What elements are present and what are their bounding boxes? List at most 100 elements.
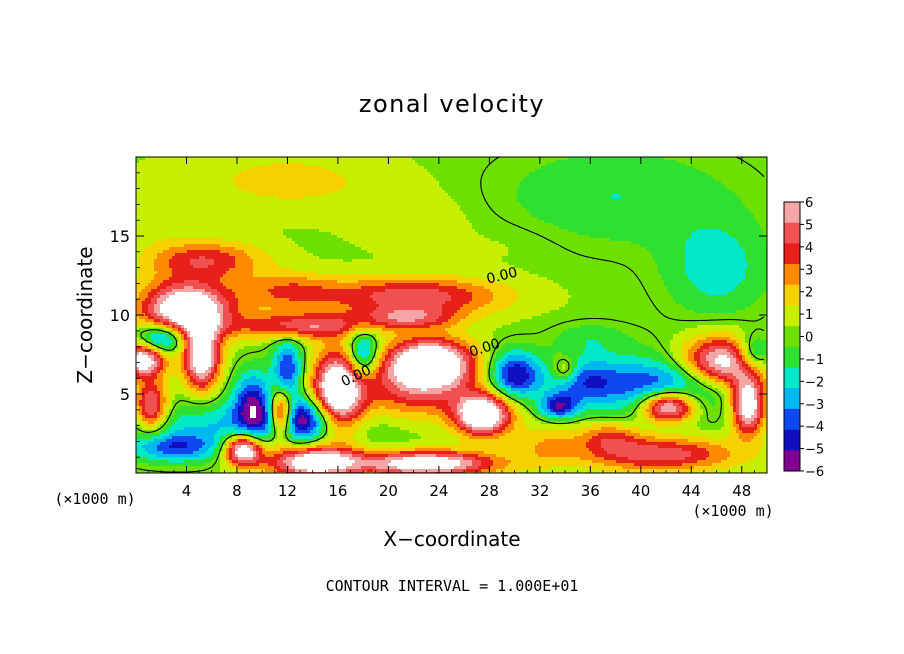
heatmap-cell — [598, 190, 601, 193]
heatmap-cell — [394, 202, 397, 205]
heatmap-cell — [217, 208, 220, 211]
heatmap-cell — [358, 181, 361, 184]
heatmap-cell — [541, 208, 544, 211]
heatmap-cell — [403, 181, 406, 184]
heatmap-cell — [718, 175, 721, 178]
heatmap-cell — [541, 202, 544, 205]
heatmap-cell — [538, 202, 541, 205]
heatmap-cell — [730, 205, 733, 208]
heatmap-cell — [691, 184, 694, 187]
heatmap-cell — [514, 172, 517, 175]
heatmap-cell — [280, 187, 283, 190]
heatmap-cell — [628, 175, 631, 178]
heatmap-cell — [160, 217, 163, 220]
heatmap-cell — [361, 178, 364, 181]
heatmap-cell — [667, 199, 670, 202]
heatmap-cell — [250, 175, 253, 178]
heatmap-cell — [355, 178, 358, 181]
heatmap-cell — [532, 196, 535, 199]
heatmap-cell — [559, 211, 562, 214]
heatmap-cell — [376, 163, 379, 166]
heatmap-cell — [178, 193, 181, 196]
heatmap-cell — [436, 217, 439, 220]
heatmap-cell — [625, 211, 628, 214]
heatmap-cell — [301, 166, 304, 169]
heatmap-cell — [241, 181, 244, 184]
heatmap-cell — [511, 202, 514, 205]
heatmap-cell — [445, 226, 448, 229]
heatmap-cell — [340, 160, 343, 163]
heatmap-cell — [412, 190, 415, 193]
heatmap-cell — [184, 199, 187, 202]
heatmap-cell — [586, 211, 589, 214]
heatmap-cell — [529, 163, 532, 166]
heatmap-cell — [190, 172, 193, 175]
heatmap-cell — [412, 175, 415, 178]
heatmap-cell — [340, 190, 343, 193]
heatmap-cell — [706, 211, 709, 214]
heatmap-cell — [556, 169, 559, 172]
heatmap-cell — [346, 178, 349, 181]
heatmap-cell — [469, 202, 472, 205]
heatmap-cell — [229, 160, 232, 163]
heatmap-cell — [145, 178, 148, 181]
heatmap-cell — [406, 220, 409, 223]
heatmap-cell — [181, 214, 184, 217]
heatmap-cell — [685, 181, 688, 184]
heatmap-cell — [328, 169, 331, 172]
heatmap-cell — [700, 211, 703, 214]
heatmap-cell — [661, 160, 664, 163]
heatmap-cell — [334, 214, 337, 217]
heatmap-cell — [523, 214, 526, 217]
heatmap-cell — [622, 214, 625, 217]
heatmap-cell — [196, 193, 199, 196]
heatmap-cell — [721, 187, 724, 190]
heatmap-cell — [322, 193, 325, 196]
heatmap-cell — [688, 175, 691, 178]
heatmap-cell — [202, 223, 205, 226]
heatmap-cell — [205, 199, 208, 202]
heatmap-cell — [325, 211, 328, 214]
heatmap-cell — [460, 211, 463, 214]
heatmap-cell — [538, 217, 541, 220]
heatmap-cell — [217, 178, 220, 181]
heatmap-cell — [586, 208, 589, 211]
heatmap-cell — [727, 169, 730, 172]
heatmap-cell — [178, 211, 181, 214]
heatmap-cell — [265, 166, 268, 169]
heatmap-cell — [595, 160, 598, 163]
heatmap-cell — [502, 160, 505, 163]
heatmap-cell — [619, 196, 622, 199]
heatmap-cell — [241, 169, 244, 172]
heatmap-cell — [286, 169, 289, 172]
heatmap-cell — [712, 220, 715, 223]
heatmap-cell — [586, 163, 589, 166]
heatmap-cell — [415, 175, 418, 178]
heatmap-cell — [292, 214, 295, 217]
heatmap-cell — [334, 226, 337, 229]
heatmap-cell — [472, 175, 475, 178]
heatmap-cell — [496, 217, 499, 220]
heatmap-cell — [532, 217, 535, 220]
heatmap-cell — [760, 223, 763, 226]
heatmap-cell — [373, 226, 376, 229]
heatmap-cell — [358, 187, 361, 190]
heatmap-cell — [511, 172, 514, 175]
heatmap-cell — [220, 172, 223, 175]
heatmap-cell — [391, 208, 394, 211]
heatmap-cell — [235, 226, 238, 229]
heatmap-cell — [658, 175, 661, 178]
heatmap-cell — [568, 223, 571, 226]
heatmap-cell — [607, 199, 610, 202]
heatmap-cell — [733, 166, 736, 169]
heatmap-cell — [676, 220, 679, 223]
heatmap-cell — [379, 226, 382, 229]
heatmap-cell — [376, 190, 379, 193]
heatmap-cell — [529, 196, 532, 199]
heatmap-cell — [757, 211, 760, 214]
heatmap-cell — [505, 214, 508, 217]
heatmap-cell — [358, 196, 361, 199]
heatmap-cell — [193, 169, 196, 172]
heatmap-cell — [196, 178, 199, 181]
heatmap-cell — [736, 214, 739, 217]
